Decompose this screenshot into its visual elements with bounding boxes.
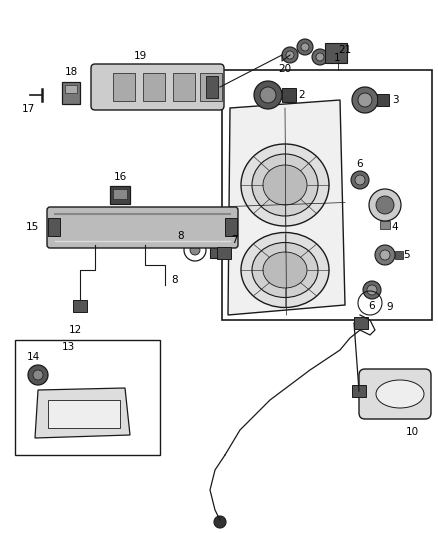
Text: 6: 6: [357, 159, 363, 169]
Text: 17: 17: [21, 104, 35, 114]
Circle shape: [376, 196, 394, 214]
Bar: [15, 340, 160, 455]
Circle shape: [301, 43, 309, 51]
FancyBboxPatch shape: [359, 369, 431, 419]
Bar: [282, 88, 296, 102]
Circle shape: [355, 175, 365, 185]
Bar: [113, 73, 135, 101]
Circle shape: [380, 250, 390, 260]
Text: 4: 4: [392, 222, 398, 232]
Text: 8: 8: [178, 231, 184, 241]
Bar: [217, 247, 231, 259]
Text: 5: 5: [404, 250, 410, 260]
Circle shape: [297, 39, 313, 55]
Ellipse shape: [263, 165, 307, 205]
Circle shape: [286, 51, 294, 59]
Circle shape: [363, 281, 381, 299]
Text: 10: 10: [406, 427, 419, 437]
Bar: [325, 43, 347, 63]
Bar: [200, 73, 222, 101]
Text: 6: 6: [369, 301, 375, 311]
Bar: [113, 189, 127, 199]
Bar: [62, 82, 80, 104]
Bar: [225, 218, 237, 236]
Circle shape: [367, 285, 377, 295]
Bar: [48, 218, 60, 236]
Text: 20: 20: [279, 64, 292, 74]
Ellipse shape: [252, 154, 318, 216]
Bar: [110, 186, 130, 204]
Bar: [48, 400, 120, 428]
Circle shape: [351, 171, 369, 189]
Bar: [222, 70, 432, 320]
Text: 18: 18: [64, 67, 78, 77]
Bar: [73, 300, 87, 312]
Ellipse shape: [241, 144, 329, 226]
Circle shape: [254, 81, 282, 109]
Bar: [65, 85, 77, 93]
Bar: [380, 221, 390, 229]
Bar: [143, 73, 165, 101]
Text: 19: 19: [134, 51, 147, 61]
Circle shape: [28, 365, 48, 385]
Text: 15: 15: [25, 222, 39, 232]
Ellipse shape: [252, 243, 318, 297]
Text: 13: 13: [61, 342, 74, 352]
Circle shape: [312, 49, 328, 65]
Ellipse shape: [263, 252, 307, 288]
Text: 14: 14: [26, 352, 39, 362]
Circle shape: [375, 245, 395, 265]
Circle shape: [33, 370, 43, 380]
Bar: [352, 385, 366, 397]
Text: 8: 8: [172, 275, 178, 285]
Text: 7: 7: [231, 235, 237, 245]
Bar: [395, 251, 403, 259]
Text: 1: 1: [334, 53, 341, 63]
Circle shape: [282, 47, 298, 63]
FancyBboxPatch shape: [91, 64, 224, 110]
Bar: [377, 94, 389, 106]
Circle shape: [190, 245, 200, 255]
Ellipse shape: [376, 380, 424, 408]
FancyBboxPatch shape: [47, 207, 238, 248]
Circle shape: [260, 87, 276, 103]
Circle shape: [316, 53, 324, 61]
Bar: [210, 242, 226, 258]
Circle shape: [352, 87, 378, 113]
Polygon shape: [35, 388, 130, 438]
Text: 21: 21: [339, 45, 352, 55]
Bar: [354, 317, 368, 329]
Circle shape: [214, 516, 226, 528]
Bar: [173, 73, 195, 101]
Text: 16: 16: [113, 172, 127, 182]
Bar: [206, 76, 218, 98]
Circle shape: [358, 93, 372, 107]
Text: 12: 12: [68, 325, 81, 335]
Circle shape: [369, 189, 401, 221]
Ellipse shape: [241, 232, 329, 308]
Text: 2: 2: [299, 90, 305, 100]
Polygon shape: [228, 100, 345, 315]
Text: 9: 9: [387, 302, 393, 312]
Text: 3: 3: [392, 95, 398, 105]
